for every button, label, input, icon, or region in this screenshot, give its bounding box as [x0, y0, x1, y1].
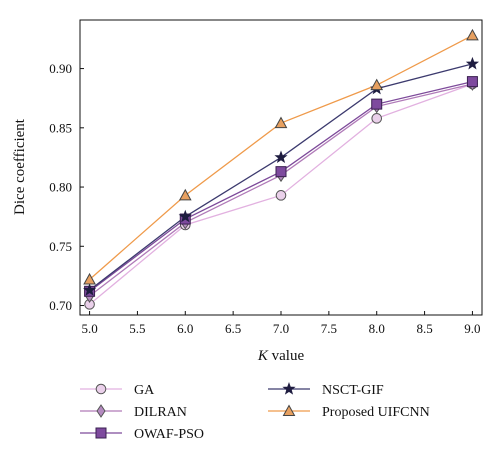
data-point-ga — [275, 190, 287, 201]
x-tick-label: 9.0 — [464, 321, 480, 336]
legend: GA DILRAN OWAF-PSO NSCT-GIF Proposed UIFCNN — [80, 382, 430, 442]
x-tick-label: 6.5 — [225, 321, 241, 336]
legend-marker — [282, 404, 296, 416]
x-axis-title: K value — [257, 348, 305, 364]
legend-item-owaf-pso: OWAF-PSO — [80, 427, 204, 442]
legend-marker — [95, 427, 107, 439]
legend-label: OWAF-PSO — [134, 427, 204, 442]
x-tick-label: 5.5 — [129, 321, 145, 336]
data-point-proposed-uifcnn — [466, 28, 479, 41]
legend-marker — [95, 383, 107, 395]
y-tick-label: 0.85 — [49, 120, 72, 135]
data-point-owaf-pso — [371, 98, 383, 110]
y-tick-label: 0.75 — [49, 239, 72, 254]
x-tick-label: 8.0 — [369, 321, 385, 336]
data-point-proposed-uifcnn — [274, 116, 288, 129]
legend-item-proposed-uifcnn: Proposed UIFCNN — [268, 404, 430, 420]
data-point-proposed-uifcnn — [370, 78, 384, 91]
legend-marker — [282, 382, 296, 395]
data-point-proposed-uifcnn — [178, 188, 192, 201]
series-line-dilran — [89, 83, 473, 297]
legend-label: NSCT-GIF — [322, 383, 384, 398]
legend-marker — [96, 404, 106, 418]
legend-item-nsct-gif: NSCT-GIF — [268, 382, 384, 398]
legend-item-ga: GA — [80, 383, 155, 398]
legend-label: Proposed UIFCNN — [322, 405, 430, 420]
y-axis-title: Dice coefficient — [12, 118, 28, 215]
x-tick-label: 7.5 — [321, 321, 337, 336]
data-point-nsct-gif — [82, 283, 97, 296]
y-axis-ticks: 0.70 0.75 0.80 0.85 0.90 — [49, 61, 84, 313]
data-point-owaf-pso — [275, 166, 287, 178]
x-axis-title-italic: K — [257, 348, 269, 364]
data-point-nsct-gif — [465, 56, 480, 70]
y-tick-label: 0.80 — [49, 180, 72, 195]
x-tick-label: 6.0 — [177, 321, 193, 336]
y-tick-label: 0.90 — [49, 61, 72, 76]
data-point-nsct-gif — [178, 209, 192, 223]
x-axis-ticks: 5.0 5.5 6.0 6.5 7.0 7.5 8.0 8.5 9.0 — [81, 311, 481, 336]
data-point-owaf-pso — [466, 76, 478, 88]
legend-label: DILRAN — [134, 405, 187, 420]
x-tick-label: 8.5 — [416, 321, 432, 336]
data-point-ga — [371, 113, 383, 124]
data-point-proposed-uifcnn — [83, 272, 96, 285]
x-tick-label: 7.0 — [273, 321, 289, 336]
data-point-nsct-gif — [274, 150, 288, 164]
y-tick-label: 0.70 — [49, 298, 72, 313]
legend-label: GA — [134, 383, 155, 398]
x-tick-label: 5.0 — [81, 321, 97, 336]
series-line-owaf-pso — [89, 80, 473, 292]
series-markers — [82, 28, 480, 310]
legend-item-dilran: DILRAN — [80, 404, 187, 420]
x-axis-title-rest: value — [268, 348, 305, 364]
